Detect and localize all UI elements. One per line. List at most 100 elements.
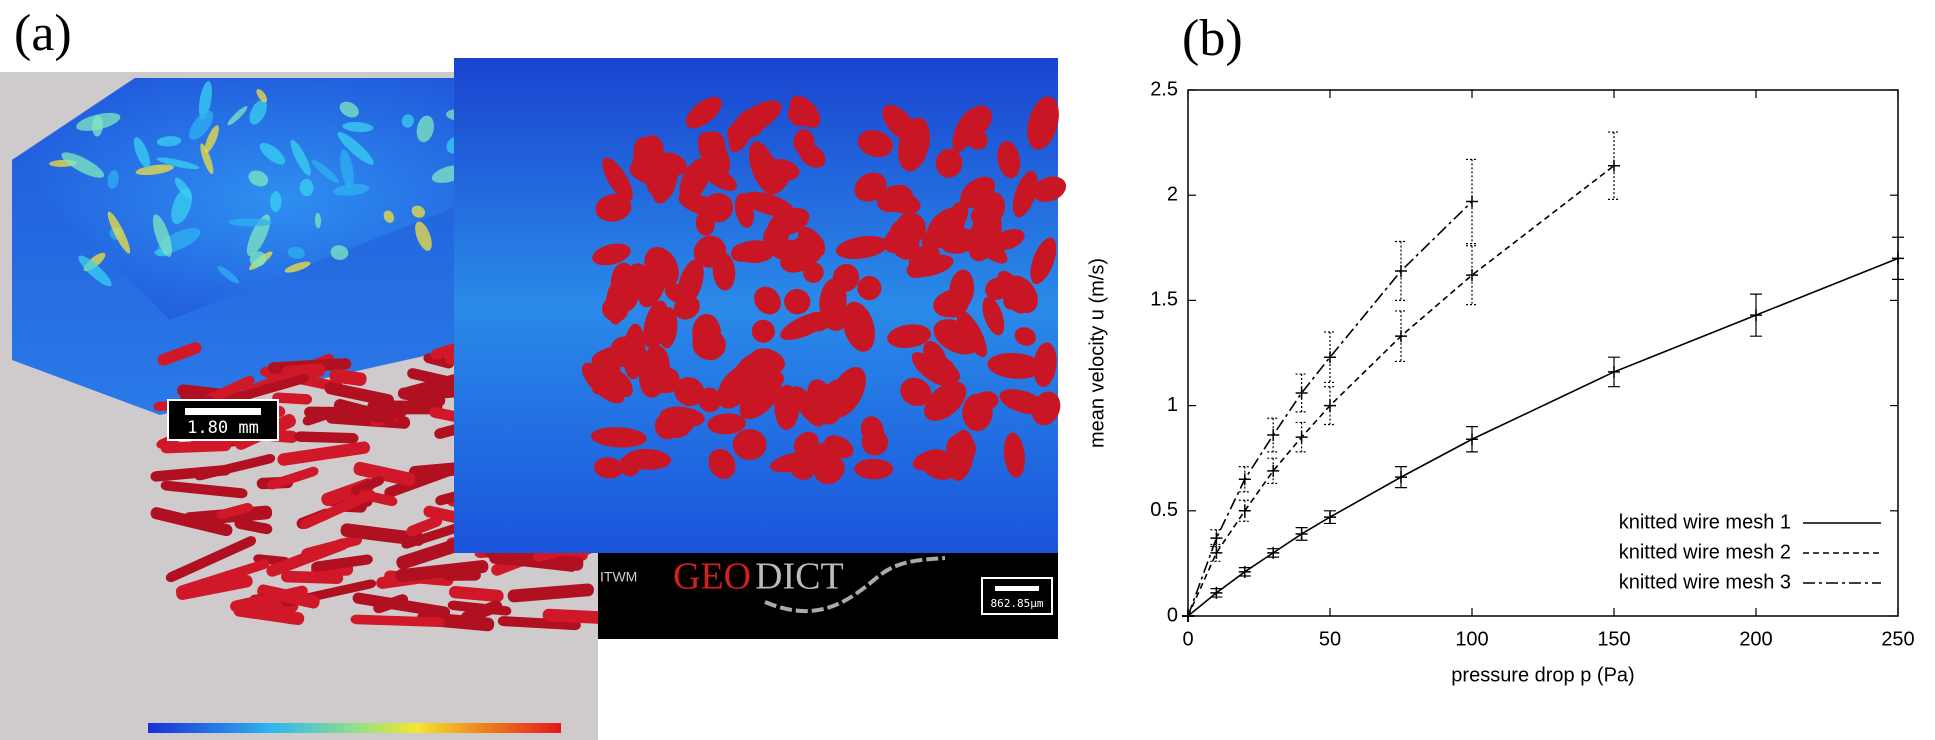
flow-spot	[299, 178, 314, 197]
fiber-section	[817, 378, 859, 414]
flow-spot	[416, 115, 434, 143]
fiber	[294, 431, 359, 444]
flow-spot	[411, 205, 426, 218]
fiber-section	[734, 192, 754, 228]
fiber	[311, 554, 373, 572]
flow-spot	[270, 191, 282, 212]
scale-bar	[185, 408, 261, 415]
fiber-section	[882, 104, 918, 143]
flow-spot	[217, 266, 240, 284]
marker	[1608, 365, 1620, 378]
fiber	[266, 538, 349, 577]
flow-spot	[156, 157, 200, 170]
fiber-section	[854, 458, 894, 480]
fiber-section	[708, 448, 736, 480]
y-tick-label: 0.5	[1150, 499, 1178, 521]
x-tick-label: 250	[1881, 628, 1914, 650]
series-line	[1187, 165, 1615, 617]
fiber	[329, 368, 367, 386]
marker	[1395, 264, 1407, 277]
fiber	[216, 502, 253, 520]
flow-spot	[133, 137, 151, 169]
marker	[1238, 473, 1251, 486]
fiber	[201, 375, 255, 406]
marker	[1267, 464, 1280, 477]
fiber-section	[962, 393, 993, 432]
fiber	[397, 387, 446, 407]
marker	[1267, 429, 1280, 442]
fiber-section	[857, 130, 893, 158]
fiber	[230, 585, 308, 612]
fiber-section	[624, 448, 671, 470]
fiber-section	[742, 191, 795, 217]
fiber-section	[842, 301, 876, 352]
flow-spot	[204, 125, 219, 153]
fiber-section	[769, 450, 824, 473]
marker	[1324, 351, 1336, 364]
fiber-section	[1027, 96, 1059, 150]
fiber-section	[1032, 176, 1067, 202]
fiber	[233, 603, 305, 626]
fiber-section	[793, 129, 815, 155]
marker	[1238, 565, 1251, 578]
fiber-section	[629, 159, 678, 186]
marker	[1466, 195, 1478, 208]
marker	[1238, 504, 1251, 517]
fiber-section	[860, 416, 884, 444]
flow-spot	[107, 211, 131, 254]
fiber-section	[835, 236, 889, 260]
fiber	[176, 574, 253, 600]
error-bar	[1295, 421, 1308, 453]
fiber-section	[643, 300, 670, 350]
flow-spot	[248, 170, 269, 187]
fiber-section	[754, 286, 781, 315]
fiber-section	[924, 381, 967, 421]
y-tick-label: 2	[1167, 183, 1178, 205]
fiber-section	[734, 351, 772, 385]
fiber-section	[911, 352, 946, 384]
marker	[1182, 610, 1194, 622]
flow-spot	[156, 136, 182, 147]
marker	[1466, 433, 1478, 446]
fiber	[350, 476, 385, 496]
scale-bar-box	[167, 399, 279, 441]
error-bar	[1324, 386, 1336, 426]
fiber-section	[664, 283, 693, 305]
fiber-section	[895, 212, 926, 245]
flow-spot	[198, 81, 212, 120]
fiber-section	[655, 367, 676, 394]
panel-label-b: (b)	[1182, 10, 1243, 67]
chart: 0 50 100 150 200 250 0 0.5 1 1.5 2 2.5 pressure drop…	[1086, 78, 1914, 686]
y-tick-label: 1.5	[1150, 289, 1178, 311]
fiber	[340, 523, 425, 546]
flow-spot	[284, 261, 311, 273]
fiber	[150, 464, 231, 482]
fiber-section	[592, 243, 631, 266]
fiber-section	[798, 226, 826, 257]
fiber-section	[857, 275, 882, 301]
flow-spot	[227, 106, 248, 126]
flow-spot	[383, 210, 395, 223]
fiber-section	[832, 263, 860, 292]
scale-bar-2	[995, 586, 1039, 591]
fiber-section	[659, 406, 705, 428]
fiber-section	[967, 229, 1008, 264]
fiber	[227, 374, 309, 404]
fiber	[234, 518, 273, 535]
fiber	[304, 406, 352, 419]
flow-spot	[287, 246, 305, 259]
fiber-section	[1014, 327, 1036, 346]
fiber-section	[1012, 170, 1038, 218]
flow-spot	[401, 114, 414, 128]
fiber-section	[947, 429, 975, 481]
fiber-section	[764, 158, 800, 181]
marker	[1210, 586, 1223, 599]
fiber	[350, 614, 445, 628]
fiber	[277, 441, 371, 466]
fiber	[395, 560, 489, 583]
fiber	[157, 342, 202, 366]
fiber	[160, 480, 248, 499]
colorbar	[148, 723, 561, 733]
flow-spot	[200, 143, 214, 175]
